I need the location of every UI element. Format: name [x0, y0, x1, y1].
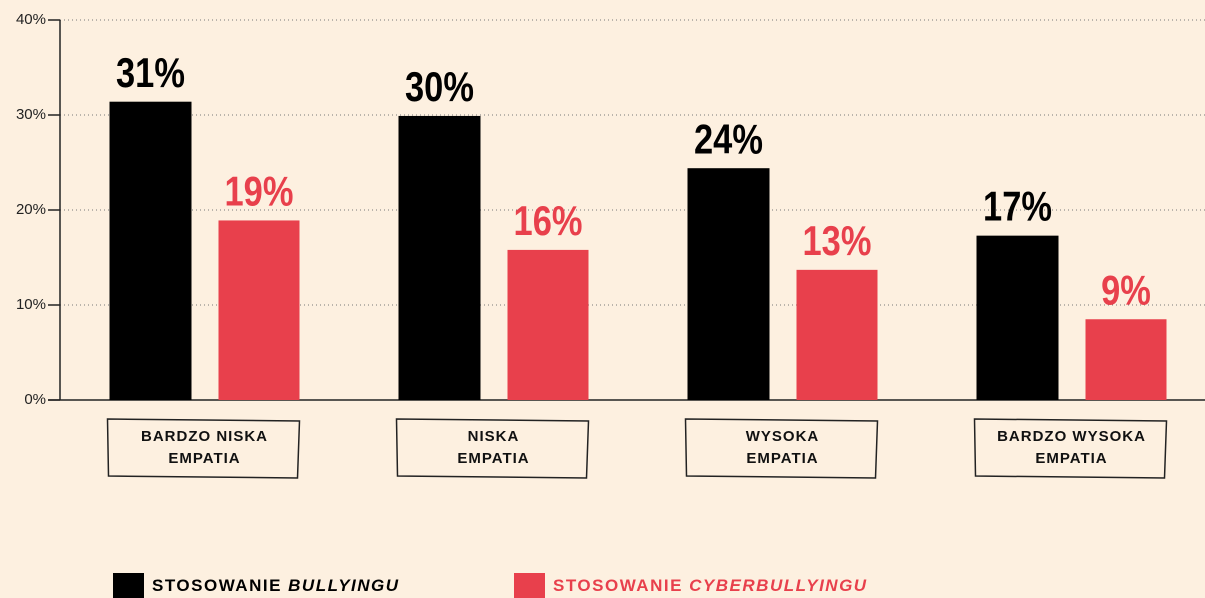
- value-label: 16%: [514, 198, 583, 245]
- y-tick-label: 40%: [16, 11, 46, 28]
- value-label: 30%: [405, 64, 474, 111]
- bar: [398, 115, 481, 400]
- x-tick-line: BARDZO WYSOKA: [997, 428, 1146, 445]
- legend-swatch: [113, 573, 144, 598]
- value-label: 31%: [116, 50, 185, 97]
- bar: [796, 269, 878, 400]
- category-box: [973, 418, 1168, 479]
- x-tick-line: WYSOKA: [746, 428, 820, 445]
- bar: [976, 235, 1059, 400]
- bar: [218, 220, 300, 400]
- value-label: 24%: [694, 116, 763, 163]
- category-box: [395, 418, 590, 479]
- legend-word: STOSOWANIE: [553, 576, 689, 595]
- legend-word: STOSOWANIE: [152, 576, 288, 595]
- value-label: 19%: [225, 168, 294, 215]
- value-label: 17%: [983, 184, 1052, 231]
- x-tick-line: NISKA: [468, 428, 520, 445]
- bar: [1085, 319, 1167, 400]
- value-label: 13%: [803, 218, 872, 265]
- x-tick-label: WYSOKA EMPATIA: [746, 428, 820, 467]
- x-tick-line: EMPATIA: [746, 450, 818, 467]
- x-tick-line: BARDZO NISKA: [141, 428, 268, 445]
- y-tick-label: 10%: [16, 296, 46, 313]
- x-tick-line: EMPATIA: [1035, 450, 1107, 467]
- legend-word: CYBERBULLYINGU: [689, 576, 867, 595]
- y-tick-label: 0%: [24, 391, 46, 408]
- x-tick-line: EMPATIA: [457, 450, 529, 467]
- bar: [507, 249, 589, 400]
- bar: [109, 101, 192, 400]
- y-tick-label: 30%: [16, 106, 46, 123]
- legend-label: STOSOWANIE CYBERBULLYINGU: [553, 576, 868, 595]
- x-tick-label: BARDZO NISKA EMPATIA: [141, 428, 268, 467]
- legend-word: BULLYINGU: [288, 576, 399, 595]
- category-box: [684, 418, 879, 479]
- bar: [687, 168, 770, 400]
- value-label: 9%: [1101, 267, 1151, 314]
- x-tick-label: NISKA EMPATIA: [457, 428, 529, 467]
- legend-label: STOSOWANIE BULLYINGU: [152, 576, 400, 595]
- x-tick-label: BARDZO WYSOKA EMPATIA: [997, 428, 1146, 467]
- x-tick-line: EMPATIA: [168, 450, 240, 467]
- legend-swatch: [514, 573, 545, 598]
- y-tick-label: 20%: [16, 201, 46, 218]
- category-box: [106, 418, 301, 479]
